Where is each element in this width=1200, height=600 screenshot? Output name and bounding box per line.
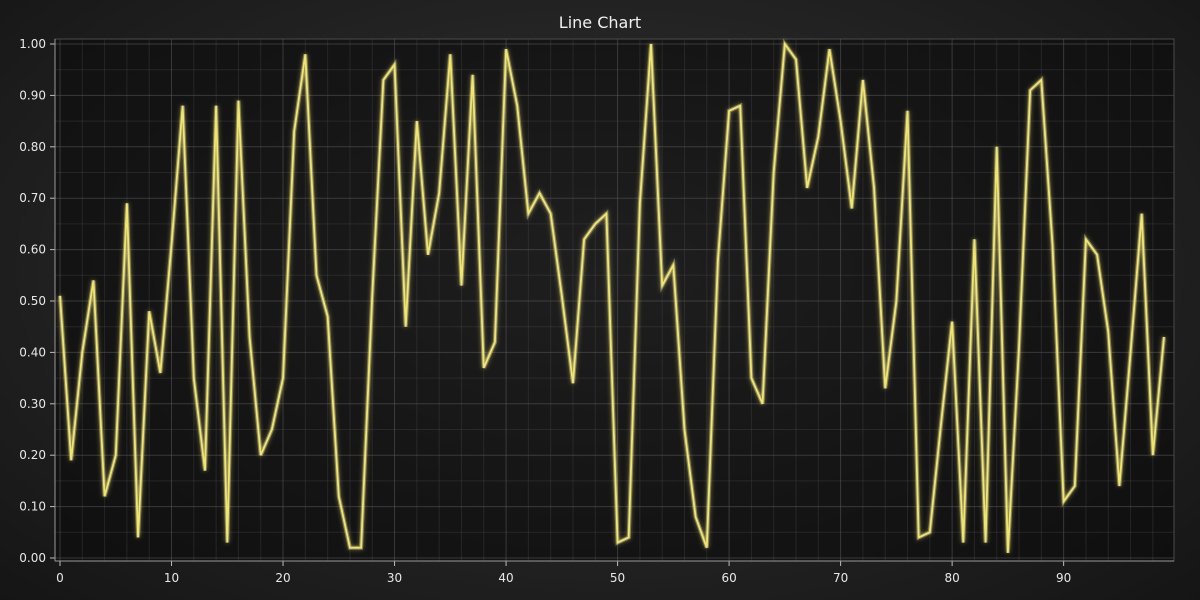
x-tick-label: 80 <box>944 571 959 585</box>
y-tick-label: 0.30 <box>19 397 46 411</box>
y-tick-label: 0.50 <box>19 294 46 308</box>
chart-title: Line Chart <box>559 13 641 32</box>
x-tick-label: 40 <box>498 571 513 585</box>
x-tick-label: 0 <box>56 571 64 585</box>
y-tick-label: 1.00 <box>19 37 46 51</box>
y-tick-label: 0.00 <box>19 551 46 565</box>
y-tick-label: 0.20 <box>19 448 46 462</box>
y-tick-label: 0.60 <box>19 243 46 257</box>
y-tick-label: 0.40 <box>19 345 46 359</box>
x-tick-label: 20 <box>275 571 290 585</box>
x-tick-label: 70 <box>833 571 848 585</box>
series-line <box>59 41 1165 553</box>
x-tick-label: 90 <box>1056 571 1071 585</box>
x-tick-label: 50 <box>610 571 625 585</box>
axes: 0 10 20 30 40 50 60 70 80 90 0.00 0.10 0.20 0.30 0.40 0… <box>19 37 1174 585</box>
y-tick-label: 0.70 <box>19 191 46 205</box>
y-tick-label: 0.90 <box>19 88 46 102</box>
y-tick-label: 0.80 <box>19 140 46 154</box>
x-tick-label: 60 <box>721 571 736 585</box>
x-tick-label: 30 <box>387 571 402 585</box>
x-tick-label: 10 <box>164 571 179 585</box>
series-layer <box>58 38 1166 553</box>
y-tick-label: 0.10 <box>19 500 46 514</box>
